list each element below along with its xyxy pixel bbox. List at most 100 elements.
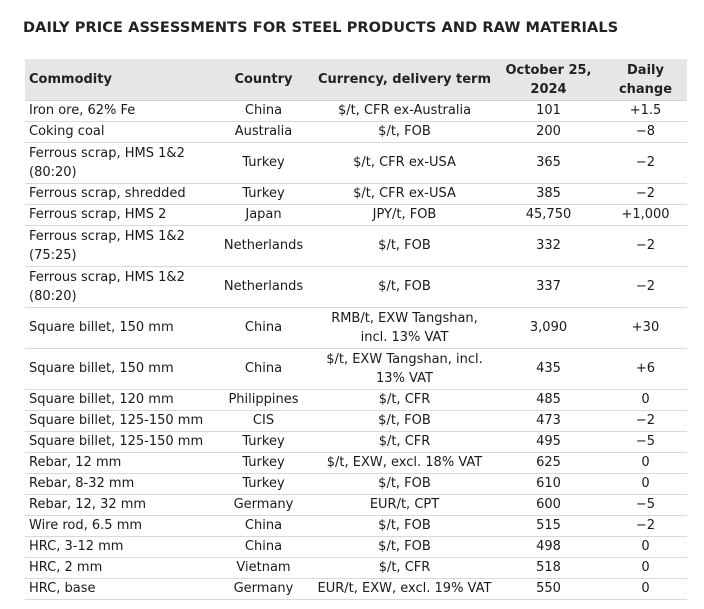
term-cell: $/t, FOB (316, 225, 493, 267)
commodity-cell: HRC, 3-12 mm (25, 536, 211, 558)
table-row: Coking coal Australia $/t, FOB 200 −8 (25, 121, 687, 143)
price-table: Commodity Country Currency, delivery ter… (25, 59, 687, 600)
term-cell: $/t, CFR (316, 389, 493, 411)
country-cell: Netherlands (211, 266, 316, 308)
price-cell: 337 (493, 266, 604, 308)
term-cell: $/t, FOB (316, 515, 493, 537)
price-cell: 550 (493, 578, 604, 600)
term-cell: $/t, CFR (316, 557, 493, 579)
commodity-cell: Ferrous scrap, HMS 1&2 (75:25) (25, 225, 211, 267)
term-cell: $/t, FOB (316, 121, 493, 143)
column-header-change: Daily change (604, 59, 687, 101)
price-cell: 610 (493, 473, 604, 495)
table-row: HRC, 2 mm Vietnam $/t, CFR 518 0 (25, 557, 687, 579)
price-cell: 625 (493, 452, 604, 474)
table-row: Square billet, 125-150 mm CIS $/t, FOB 4… (25, 410, 687, 432)
country-cell: Japan (211, 204, 316, 226)
commodity-cell: HRC, 2 mm (25, 557, 211, 579)
page-title: DAILY PRICE ASSESSMENTS FOR STEEL PRODUC… (23, 20, 619, 36)
change-cell: 0 (604, 452, 687, 474)
price-cell: 495 (493, 431, 604, 453)
term-cell: $/t, FOB (316, 536, 493, 558)
change-cell: 0 (604, 578, 687, 600)
country-cell: Germany (211, 494, 316, 516)
table-row: Iron ore, 62% Fe China $/t, CFR ex-Austr… (25, 100, 687, 122)
term-cell: $/t, CFR ex-USA (316, 142, 493, 184)
price-cell: 200 (493, 121, 604, 143)
change-cell: +1.5 (604, 100, 687, 122)
country-cell: Turkey (211, 183, 316, 205)
table-row: Square billet, 150 mm China RMB/t, EXW T… (25, 307, 687, 349)
country-cell: Turkey (211, 473, 316, 495)
change-cell: −5 (604, 494, 687, 516)
change-cell: −2 (604, 142, 687, 184)
commodity-cell: Coking coal (25, 121, 211, 143)
price-cell: 385 (493, 183, 604, 205)
column-header-date: October 25, 2024 (493, 59, 604, 101)
price-cell: 435 (493, 348, 604, 390)
commodity-cell: Square billet, 150 mm (25, 348, 211, 390)
change-cell: +30 (604, 307, 687, 349)
table-row: Square billet, 125-150 mm Turkey $/t, CF… (25, 431, 687, 453)
country-cell: China (211, 307, 316, 349)
term-cell: $/t, FOB (316, 473, 493, 495)
change-cell: −2 (604, 266, 687, 308)
price-cell: 485 (493, 389, 604, 411)
price-cell: 600 (493, 494, 604, 516)
country-cell: Australia (211, 121, 316, 143)
price-cell: 473 (493, 410, 604, 432)
country-cell: China (211, 100, 316, 122)
commodity-cell: Ferrous scrap, HMS 2 (25, 204, 211, 226)
change-cell: 0 (604, 389, 687, 411)
commodity-cell: Rebar, 8-32 mm (25, 473, 211, 495)
table-row: Rebar, 12 mm Turkey $/t, EXW, excl. 18% … (25, 452, 687, 474)
table-row: Ferrous scrap, HMS 1&2 (80:20) Turkey $/… (25, 142, 687, 184)
price-cell: 515 (493, 515, 604, 537)
column-header-term: Currency, delivery term (316, 59, 493, 101)
country-cell: Vietnam (211, 557, 316, 579)
commodity-cell: Ferrous scrap, shredded (25, 183, 211, 205)
change-cell: −2 (604, 225, 687, 267)
country-cell: Philippines (211, 389, 316, 411)
price-cell: 45,750 (493, 204, 604, 226)
term-cell: $/t, EXW, excl. 18% VAT (316, 452, 493, 474)
table-row: Rebar, 8-32 mm Turkey $/t, FOB 610 0 (25, 473, 687, 495)
term-cell: $/t, FOB (316, 410, 493, 432)
change-cell: 0 (604, 536, 687, 558)
price-cell: 365 (493, 142, 604, 184)
table-row: Ferrous scrap, HMS 2 Japan JPY/t, FOB 45… (25, 204, 687, 226)
commodity-cell: Square billet, 125-150 mm (25, 431, 211, 453)
table-row: Rebar, 12, 32 mm Germany EUR/t, CPT 600 … (25, 494, 687, 516)
term-cell: EUR/t, CPT (316, 494, 493, 516)
table-row: Square billet, 120 mm Philippines $/t, C… (25, 389, 687, 411)
commodity-cell: Square billet, 120 mm (25, 389, 211, 411)
column-header-commodity: Commodity (25, 59, 211, 101)
price-cell: 3,090 (493, 307, 604, 349)
column-header-country: Country (211, 59, 316, 101)
change-cell: +6 (604, 348, 687, 390)
country-cell: China (211, 348, 316, 390)
commodity-cell: Rebar, 12, 32 mm (25, 494, 211, 516)
price-cell: 332 (493, 225, 604, 267)
change-cell: −2 (604, 515, 687, 537)
commodity-cell: Rebar, 12 mm (25, 452, 211, 474)
country-cell: CIS (211, 410, 316, 432)
table-row: Ferrous scrap, HMS 1&2 (75:25) Netherlan… (25, 225, 687, 267)
commodity-cell: Ferrous scrap, HMS 1&2 (80:20) (25, 142, 211, 184)
commodity-cell: Wire rod, 6.5 mm (25, 515, 211, 537)
table-row: Ferrous scrap, HMS 1&2 (80:20) Netherlan… (25, 266, 687, 308)
table-row: Wire rod, 6.5 mm China $/t, FOB 515 −2 (25, 515, 687, 537)
term-cell: $/t, CFR (316, 431, 493, 453)
change-cell: 0 (604, 473, 687, 495)
change-cell: −2 (604, 183, 687, 205)
term-cell: $/t, FOB (316, 266, 493, 308)
country-cell: Turkey (211, 452, 316, 474)
term-cell: EUR/t, EXW, excl. 19% VAT (316, 578, 493, 600)
change-cell: −2 (604, 410, 687, 432)
term-cell: $/t, EXW Tangshan, incl. 13% VAT (316, 348, 493, 390)
commodity-cell: Square billet, 150 mm (25, 307, 211, 349)
table-row: HRC, 3-12 mm China $/t, FOB 498 0 (25, 536, 687, 558)
country-cell: China (211, 536, 316, 558)
price-cell: 101 (493, 100, 604, 122)
change-cell: +1,000 (604, 204, 687, 226)
